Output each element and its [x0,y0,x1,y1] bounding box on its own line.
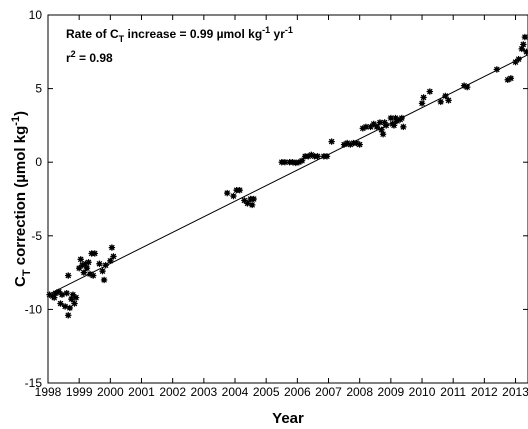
x-tick-label: 2008 [346,385,373,399]
x-tick-label: 2012 [471,385,498,399]
data-point [65,272,72,279]
data-point [107,257,114,265]
r-squared-annotation: r2 = 0.98 [66,49,113,65]
x-tick-label: 2003 [190,385,217,399]
data-point [298,157,306,164]
x-tick-label: 2006 [284,385,311,399]
data-point [89,272,97,279]
data-point [520,41,527,48]
data-point [400,123,407,131]
data-point [83,264,91,272]
data-point [445,97,452,104]
data-point [323,153,331,160]
x-tick-label: 2010 [409,385,436,399]
data-point [96,260,103,267]
data-point [224,189,231,197]
data-point [464,83,471,91]
x-axis-ticks: 1998 1999 2000 2001 2002 2003 2004 2005 2006 2007… [35,15,528,399]
trend-line [47,54,528,296]
x-tick-label: 2009 [378,385,405,399]
plot-frame [47,14,528,384]
data-point [437,98,444,106]
data-point [236,186,243,194]
data-point [63,290,70,297]
x-tick-label: 2013 [502,385,528,399]
data-point [387,114,395,122]
data-point [420,94,427,101]
x-tick-label: 2004 [222,385,249,399]
data-point [77,256,84,263]
data-point [382,122,390,129]
data-point [110,253,117,260]
data-point [57,300,64,307]
data-point [250,195,257,203]
x-tick-label: 2001 [128,385,155,399]
y-tick-label: -10 [25,302,43,316]
y-axis-ticks: -15 -10 -5 0 5 10 [25,8,528,390]
data-point [515,55,522,63]
data-point [356,141,363,148]
data-point [65,312,72,319]
data-point [244,200,251,207]
data-point [71,300,78,307]
data-point [518,45,525,53]
data-point [362,123,370,131]
data-point [55,288,63,295]
data-point [68,295,75,303]
x-tick-label: 2000 [97,385,124,399]
data-point [230,192,237,200]
x-axis-title: Year [272,410,304,427]
y-tick-label: 5 [35,82,42,96]
data-points [46,33,528,319]
data-point [328,138,335,145]
data-point [61,303,69,310]
data-point [248,201,256,209]
x-tick-label: 2011 [440,385,466,399]
rate-annotation: Rate of CT increase = 0.99 µmol kg-1 yr-… [66,25,293,44]
data-point [493,66,501,73]
data-point [66,304,74,312]
data-point [418,100,426,107]
x-tick-label: 1998 [35,385,62,399]
data-point [507,75,515,82]
data-point [91,250,98,257]
data-point [314,153,321,160]
data-point [108,244,116,251]
y-axis-title: CT correction (µmol kg-1) [10,111,33,287]
data-point [426,88,434,95]
y-tick-label: 10 [29,8,43,22]
x-tick-label: 2007 [315,385,342,399]
data-point [390,122,398,129]
x-tick-label: 2002 [159,385,186,399]
x-tick-label: 1999 [66,385,93,399]
data-point [99,267,106,275]
data-point [442,92,449,100]
data-point [523,48,528,55]
data-point [521,33,528,41]
y-tick-label: -15 [25,376,43,390]
x-tick-label: 2005 [253,385,280,399]
data-point [373,123,381,131]
data-point [102,262,109,269]
y-tick-label: -5 [31,229,42,243]
data-point [72,294,80,301]
data-point [100,276,108,284]
data-point [398,114,405,122]
data-point [85,259,92,266]
data-point [58,291,66,298]
data-point [80,269,88,276]
data-point [379,131,387,138]
y-tick-label: 0 [35,155,42,169]
